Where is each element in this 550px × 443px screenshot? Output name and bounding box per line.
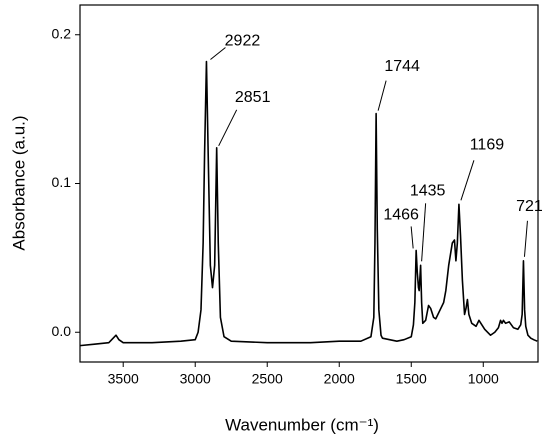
x-tick-label: 1500 (396, 371, 427, 387)
annotation-leader (218, 109, 238, 147)
annotation-leader (377, 80, 387, 111)
x-tick-label: 3000 (180, 371, 211, 387)
x-axis-label: Wavenumber (cm⁻¹) (225, 415, 379, 434)
annotation-label: 1744 (384, 58, 420, 75)
y-tick-label: 0.1 (52, 174, 72, 190)
annotation-label: 2851 (235, 89, 271, 106)
y-axis-label: Absorbance (a.u.) (9, 115, 28, 250)
annotation-leader (523, 220, 528, 257)
annotation-leader (210, 47, 226, 60)
y-tick-label: 0.0 (52, 323, 72, 339)
spectrum-line (79, 60, 538, 347)
annotation-leader (410, 226, 414, 249)
x-tick-label: 2000 (324, 371, 355, 387)
annotation-label: 1169 (470, 137, 505, 154)
x-tick-label: 3500 (108, 371, 139, 387)
annotation-leader (421, 203, 427, 262)
annotation-label: 1435 (410, 183, 446, 200)
x-tick-label: 2500 (252, 371, 283, 387)
annotation-label: 2922 (225, 33, 261, 50)
x-tick-label: 1000 (468, 371, 499, 387)
annotation-leader (460, 160, 475, 201)
y-tick-label: 0.2 (52, 25, 72, 41)
annotation-label: 721 (516, 198, 543, 215)
annotation-label: 1466 (383, 207, 419, 224)
